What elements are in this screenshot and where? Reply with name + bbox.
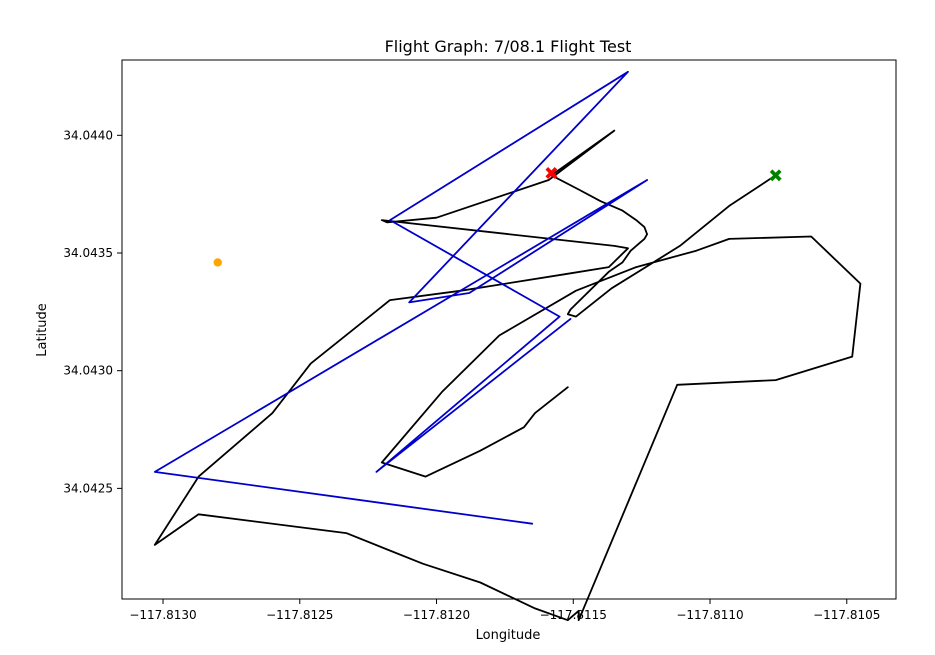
plot-frame <box>121 59 897 600</box>
plot-area <box>153 70 862 622</box>
x-tick-label: −117.8130 <box>129 608 196 622</box>
x-axis: −117.8130 −117.8125 −117.8120 −117.8115 −117… <box>129 599 880 622</box>
y-tick-label: 34.0435 <box>63 246 113 260</box>
x-tick-label: −117.8105 <box>813 608 880 622</box>
circle-marker-point <box>213 258 222 267</box>
y-axis: 34.0425 34.0430 34.0435 34.0440 <box>63 128 122 495</box>
y-tick-label: 34.0440 <box>63 128 113 142</box>
x-axis-label: Longitude <box>476 628 541 643</box>
y-tick-label: 34.0425 <box>63 481 113 495</box>
x-tick-label: −117.8125 <box>266 608 333 622</box>
x-marker-point <box>545 167 558 179</box>
x-tick-label: −117.8110 <box>676 608 743 622</box>
chart-title: Flight Graph: 7/08.1 Flight Test <box>385 37 632 56</box>
y-axis-label: Latitude <box>35 303 50 357</box>
y-tick-label: 34.0430 <box>63 364 113 378</box>
flight-path-series-0 <box>153 129 862 622</box>
x-marker-point <box>769 169 782 182</box>
x-tick-label: −117.8120 <box>403 608 470 622</box>
flight-path-series-1 <box>153 70 648 525</box>
